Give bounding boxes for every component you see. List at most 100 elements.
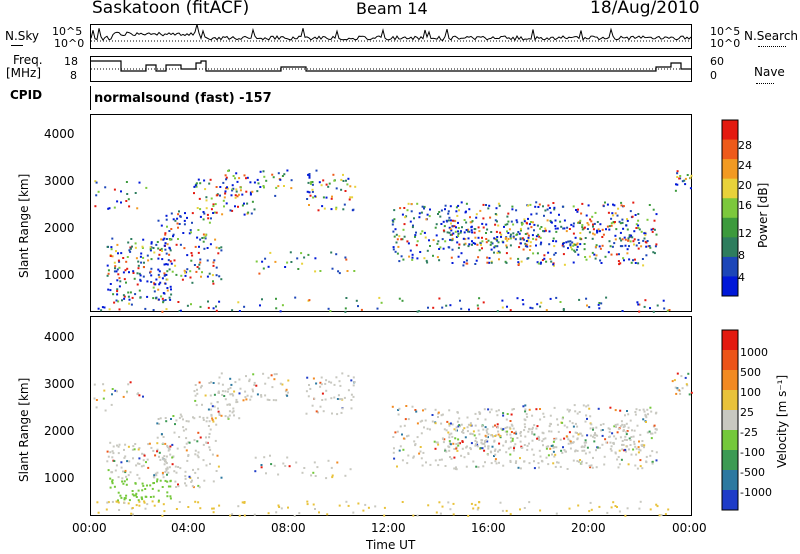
heatmap-cell	[509, 459, 512, 462]
heatmap-cell	[125, 483, 128, 486]
heatmap-cell	[424, 419, 427, 422]
heatmap-cell	[631, 215, 634, 218]
heatmap-cell	[626, 218, 628, 221]
heatmap-cell	[107, 469, 110, 472]
heatmap-cell	[131, 493, 134, 496]
heatmap-cell	[175, 486, 178, 488]
heatmap-cell	[353, 381, 356, 384]
heatmap-cell	[517, 231, 520, 233]
heatmap-cell	[428, 239, 430, 242]
heatmap-cell	[538, 466, 540, 469]
heatmap-cell	[453, 428, 456, 431]
heatmap-cell	[524, 242, 527, 245]
heatmap-cell	[269, 454, 271, 457]
heatmap-cell	[583, 243, 586, 245]
heatmap-cell	[260, 394, 263, 397]
heatmap-cell	[403, 235, 406, 238]
heatmap-cell	[643, 237, 646, 240]
heatmap-cell	[533, 467, 536, 470]
heatmap-cell	[621, 218, 624, 221]
heatmap-cell	[213, 211, 216, 214]
heatmap-cell	[160, 224, 163, 227]
heatmap-cell	[481, 247, 483, 250]
heatmap-cell	[171, 443, 174, 446]
heatmap-cell	[528, 501, 531, 504]
heatmap-cell	[470, 229, 473, 232]
heatmap-cell	[153, 290, 156, 293]
heatmap-cell	[215, 246, 218, 249]
heatmap-cell	[171, 270, 174, 273]
heatmap-cell	[321, 392, 324, 395]
heatmap-cell	[572, 222, 575, 225]
heatmap-cell	[429, 245, 431, 247]
heatmap-cell	[211, 453, 214, 456]
heatmap-cell	[168, 447, 171, 450]
heatmap-cell	[572, 459, 575, 462]
heatmap-cell	[141, 245, 144, 248]
heatmap-cell	[118, 285, 121, 288]
heatmap-cell	[267, 265, 270, 268]
heatmap-cell	[229, 386, 232, 389]
heatmap-cell	[588, 451, 591, 454]
heatmap-cell	[199, 215, 202, 218]
heatmap-cell	[636, 301, 639, 304]
heatmap-cell	[485, 435, 488, 438]
heatmap-cell	[471, 240, 473, 243]
heatmap-cell	[110, 471, 113, 474]
heatmap-cell	[410, 210, 413, 213]
heatmap-cell	[445, 304, 448, 307]
heatmap-cell	[442, 229, 445, 232]
heatmap-cell	[514, 443, 517, 446]
heatmap-cell	[505, 418, 508, 421]
heatmap-cell	[506, 433, 508, 436]
heatmap-cell	[529, 203, 532, 206]
heatmap-cell	[476, 304, 479, 307]
heatmap-cell	[300, 252, 303, 255]
colorbar-swatch	[722, 350, 738, 371]
heatmap-cell	[543, 230, 546, 233]
cpid-separator	[90, 86, 91, 110]
heatmap-cell	[117, 259, 120, 262]
heatmap-cell	[319, 385, 322, 388]
heatmap-cell	[585, 405, 588, 408]
heatmap-cell	[184, 477, 187, 480]
heatmap-cell	[438, 248, 441, 250]
heatmap-cell	[286, 261, 289, 264]
heatmap-cell	[319, 381, 322, 384]
heatmap-cell	[234, 381, 237, 384]
heatmap-cell	[200, 384, 203, 387]
heatmap-cell	[174, 219, 177, 222]
heatmap-cell	[447, 219, 450, 222]
heatmap-cell	[351, 196, 354, 199]
heatmap-cell	[592, 223, 594, 226]
heatmap-cell	[642, 408, 645, 411]
heatmap-cell	[569, 440, 572, 443]
heatmap-cell	[163, 244, 166, 247]
heatmap-cell	[156, 471, 159, 474]
heatmap-cell	[521, 237, 524, 240]
heatmap-cell	[143, 500, 146, 503]
heatmap-cell	[212, 264, 215, 267]
heatmap-cell	[457, 227, 460, 229]
heatmap-cell	[638, 228, 641, 231]
heatmap-cell	[454, 230, 457, 233]
heatmap-cell	[306, 500, 309, 503]
heatmap-cell	[591, 237, 594, 240]
heatmap-cell	[130, 512, 133, 515]
heatmap-cell	[655, 243, 658, 246]
heatmap-cell	[235, 401, 238, 404]
heatmap-cell	[506, 239, 509, 242]
heatmap-cell	[275, 297, 277, 300]
heatmap-cell	[444, 208, 446, 211]
heatmap-cell	[619, 245, 622, 248]
heatmap-cell	[614, 409, 617, 412]
heatmap-cell	[226, 403, 229, 406]
heatmap-cell	[523, 418, 526, 421]
heatmap-cell	[506, 305, 508, 308]
heatmap-cell	[589, 501, 592, 504]
heatmap-cell	[277, 172, 280, 175]
heatmap-cell	[464, 436, 467, 439]
heatmap-cell	[185, 437, 188, 440]
heatmap-cell	[612, 501, 615, 504]
heatmap-cell	[568, 431, 571, 434]
